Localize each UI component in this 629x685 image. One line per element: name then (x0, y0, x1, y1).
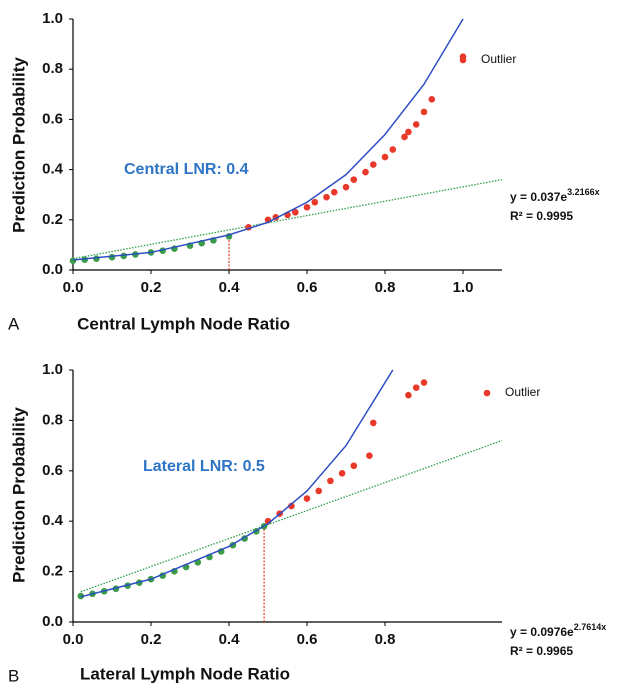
trend-line (72, 179, 503, 260)
data-point (370, 161, 377, 168)
annotation: Central LNR: 0.4 (124, 161, 249, 178)
data-point (108, 253, 116, 261)
data-point (93, 255, 100, 263)
y-tick-label: 0.0 (42, 613, 63, 630)
data-point (338, 470, 346, 477)
data-point (420, 379, 428, 386)
x-tick-label: 0.4 (219, 279, 241, 296)
x-tick-label: 0.8 (375, 631, 396, 648)
data-point (315, 487, 323, 495)
x-tick-label: 0.2 (141, 631, 162, 648)
data-point (412, 121, 420, 128)
x-axis-title: Lateral Lymph Node Ratio (80, 664, 290, 683)
data-point (342, 183, 350, 191)
data-point (323, 193, 330, 201)
y-tick-label: 1.0 (42, 10, 63, 27)
annotation: Lateral LNR: 0.5 (143, 458, 265, 475)
equation-base: y = 0.0976e (510, 625, 574, 639)
equation-exponent: 2.7614x (574, 622, 607, 632)
data-point (366, 452, 373, 459)
x-tick-label: 1.0 (453, 279, 474, 296)
legend-marker (483, 389, 491, 397)
x-tick-label: 0.4 (219, 631, 241, 648)
x-tick-label: 0.0 (63, 279, 84, 296)
data-point (412, 384, 420, 391)
y-tick-label: 0.4 (42, 512, 64, 529)
x-tick-label: 0.8 (375, 279, 396, 296)
x-axis-title: Central Lymph Node Ratio (77, 314, 290, 333)
y-tick-label: 0.2 (42, 563, 63, 580)
r-squared: R² = 0.9995 (510, 209, 573, 223)
trend-line (80, 439, 503, 593)
y-tick-label: 0.2 (42, 211, 63, 228)
y-tick-label: 0.4 (42, 161, 64, 178)
data-point (303, 203, 311, 211)
y-tick-label: 0.8 (42, 411, 63, 428)
data-point (362, 168, 369, 176)
equation-exponent: 3.2166x (567, 187, 600, 197)
data-point (401, 133, 408, 141)
data-point (350, 176, 358, 183)
data-point (303, 495, 311, 502)
fit-curve (80, 369, 394, 598)
panel-label: A (8, 314, 20, 333)
data-point (311, 198, 319, 206)
data-point (331, 188, 338, 196)
data-point (288, 502, 295, 510)
y-tick-label: 0.0 (42, 261, 63, 278)
x-tick-label: 0.6 (297, 279, 318, 296)
y-axis-title: Prediction Probability (9, 407, 28, 583)
y-tick-label: 0.6 (42, 462, 63, 479)
y-axis-title: Prediction Probability (9, 57, 28, 233)
y-tick-label: 1.0 (42, 361, 63, 378)
data-point (370, 419, 377, 427)
r-squared: R² = 0.9965 (510, 644, 573, 658)
legend-label: Outlier (505, 385, 540, 399)
fit-curve (72, 18, 464, 261)
data-point (69, 257, 77, 265)
equation: y = 0.037e3.2166x (510, 187, 600, 204)
data-point (405, 391, 412, 399)
y-tick-label: 0.6 (42, 110, 63, 127)
x-tick-label: 0.0 (63, 631, 84, 648)
x-tick-label: 0.2 (141, 279, 162, 296)
data-point (327, 477, 334, 485)
panel-label: B (8, 666, 19, 685)
legend-marker (459, 56, 467, 64)
data-point (389, 146, 397, 153)
y-tick-label: 0.8 (42, 60, 63, 77)
data-point (420, 108, 428, 116)
data-point (350, 462, 358, 470)
legend-label: Outlier (481, 52, 516, 66)
data-point (381, 153, 389, 161)
x-tick-label: 0.6 (297, 631, 318, 648)
data-point (405, 128, 412, 136)
equation-base: y = 0.037e (510, 190, 567, 204)
equation: y = 0.0976e2.7614x (510, 622, 606, 639)
data-point (428, 96, 436, 103)
data-point (292, 208, 299, 216)
